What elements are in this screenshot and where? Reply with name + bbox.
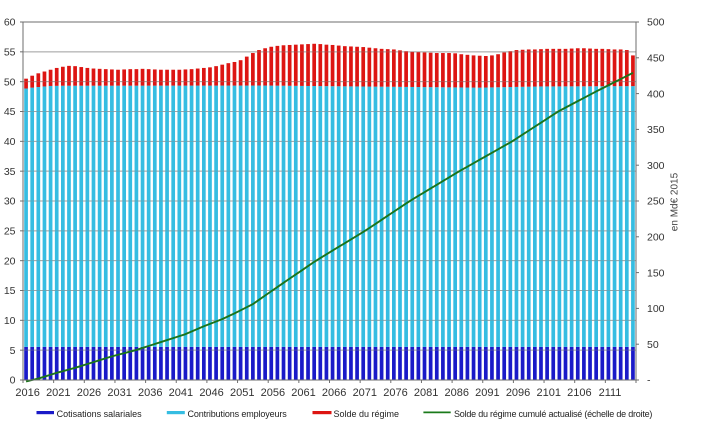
svg-text:450: 450 xyxy=(647,53,665,65)
svg-text:2036: 2036 xyxy=(138,387,162,399)
svg-text:2071: 2071 xyxy=(353,387,377,399)
svg-text:50: 50 xyxy=(4,76,16,88)
svg-text:2096: 2096 xyxy=(506,387,530,399)
svg-text:2106: 2106 xyxy=(567,387,591,399)
svg-text:50: 50 xyxy=(647,339,659,351)
svg-text:35: 35 xyxy=(4,166,16,178)
svg-text:2081: 2081 xyxy=(414,387,438,399)
svg-text:45: 45 xyxy=(4,106,16,118)
svg-text:350: 350 xyxy=(647,124,665,136)
svg-text:2041: 2041 xyxy=(169,387,193,399)
svg-text:55: 55 xyxy=(4,47,16,59)
svg-text:Solde du régime: Solde du régime xyxy=(334,409,400,419)
svg-text:2111: 2111 xyxy=(599,387,622,399)
svg-text:5: 5 xyxy=(10,345,16,357)
svg-text:2016: 2016 xyxy=(15,387,39,399)
svg-text:30: 30 xyxy=(4,196,16,208)
svg-text:2061: 2061 xyxy=(291,387,315,399)
svg-text:Solde du régime cumulé actuali: Solde du régime cumulé actualisé (échell… xyxy=(454,409,652,419)
svg-text:2046: 2046 xyxy=(199,387,223,399)
svg-text:500: 500 xyxy=(647,17,665,29)
svg-text:2056: 2056 xyxy=(261,387,285,399)
svg-text:en Md€ 2015: en Md€ 2015 xyxy=(670,172,681,231)
svg-text:2051: 2051 xyxy=(230,387,254,399)
svg-text:2086: 2086 xyxy=(445,387,469,399)
svg-text:2031: 2031 xyxy=(107,387,131,399)
svg-text:-: - xyxy=(647,375,651,387)
svg-text:250: 250 xyxy=(647,196,665,208)
svg-text:2091: 2091 xyxy=(475,387,499,399)
svg-text:2026: 2026 xyxy=(77,387,101,399)
svg-text:60: 60 xyxy=(4,17,16,29)
svg-text:300: 300 xyxy=(647,160,665,172)
svg-text:Contributions employeurs: Contributions employeurs xyxy=(188,409,288,419)
svg-text:400: 400 xyxy=(647,88,665,100)
svg-text:25: 25 xyxy=(4,226,16,238)
svg-text:2101: 2101 xyxy=(536,387,560,399)
svg-text:100: 100 xyxy=(647,303,665,315)
svg-text:Cotisations salariales: Cotisations salariales xyxy=(57,409,143,419)
svg-text:2066: 2066 xyxy=(322,387,346,399)
svg-text:2021: 2021 xyxy=(46,387,70,399)
svg-text:200: 200 xyxy=(647,232,665,244)
svg-text:15: 15 xyxy=(4,285,16,297)
svg-text:0: 0 xyxy=(10,375,16,387)
svg-text:150: 150 xyxy=(647,267,665,279)
svg-text:10: 10 xyxy=(4,315,16,327)
svg-text:20: 20 xyxy=(4,255,16,267)
svg-text:2076: 2076 xyxy=(383,387,407,399)
svg-text:40: 40 xyxy=(4,136,16,148)
